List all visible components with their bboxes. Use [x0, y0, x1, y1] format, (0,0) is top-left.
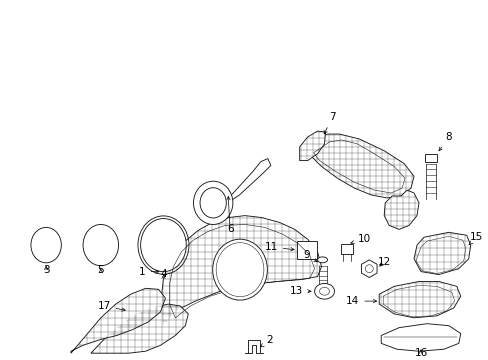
Polygon shape — [228, 159, 270, 201]
Polygon shape — [361, 260, 376, 278]
Ellipse shape — [83, 224, 118, 266]
Polygon shape — [384, 190, 418, 229]
Text: 10: 10 — [350, 234, 370, 244]
Text: 6: 6 — [226, 224, 233, 234]
Polygon shape — [247, 341, 260, 353]
Ellipse shape — [31, 228, 61, 263]
Text: 15: 15 — [468, 232, 482, 245]
Text: 12: 12 — [377, 257, 390, 267]
Ellipse shape — [317, 257, 327, 263]
Text: 4: 4 — [160, 270, 166, 279]
Ellipse shape — [141, 219, 186, 272]
Text: 2: 2 — [260, 336, 273, 347]
Text: 8: 8 — [438, 132, 451, 151]
Text: 7: 7 — [324, 112, 335, 134]
Text: 11: 11 — [264, 242, 294, 252]
Polygon shape — [309, 134, 413, 198]
Text: 3: 3 — [43, 265, 49, 275]
Polygon shape — [424, 154, 436, 162]
Text: 5: 5 — [97, 265, 104, 275]
Polygon shape — [381, 324, 460, 351]
Text: 9: 9 — [303, 250, 317, 262]
Ellipse shape — [314, 283, 334, 299]
Polygon shape — [161, 216, 321, 326]
Ellipse shape — [212, 239, 267, 300]
Polygon shape — [71, 288, 165, 353]
Text: 17: 17 — [97, 301, 125, 311]
Text: 14: 14 — [346, 296, 376, 306]
Polygon shape — [379, 282, 460, 318]
FancyBboxPatch shape — [296, 241, 316, 259]
Text: 13: 13 — [289, 286, 310, 296]
Polygon shape — [91, 304, 188, 353]
Polygon shape — [299, 131, 325, 161]
Polygon shape — [341, 244, 353, 254]
Text: 1: 1 — [139, 267, 159, 276]
Polygon shape — [413, 232, 470, 275]
Text: 16: 16 — [413, 348, 427, 358]
Ellipse shape — [193, 181, 232, 224]
